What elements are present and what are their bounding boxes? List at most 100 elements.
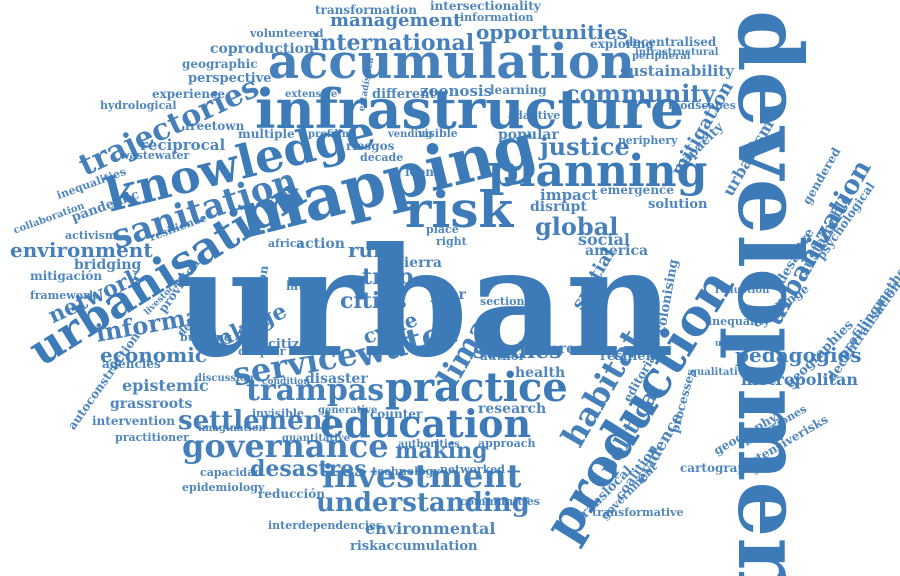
cloud-word: infrastructure [255,77,685,141]
cloud-word: environment [10,238,153,262]
cloud-word: right [436,235,467,248]
cloud-word: planning [488,146,708,197]
cloud-word: africa [268,237,304,250]
cloud-word: capacidad [200,466,263,479]
cloud-word: condition [262,377,310,387]
cloud-word: emergence [600,183,674,197]
cloud-word: profiling [308,129,357,140]
cloud-word: opportunities [476,20,628,44]
cloud-word: cartography [680,461,762,475]
cloud-word: learning [490,83,547,97]
cloud-word: practitioner [115,431,189,444]
cloud-word: quantitative [282,433,351,444]
cloud-word: education [320,401,532,446]
cloud-word: solution [648,197,708,212]
cloud-word: extensive [285,89,338,100]
cloud-word: understanding [316,488,530,518]
cloud-word: settlement [178,406,335,436]
cloud-word: section [480,295,525,308]
cloud-word: perspective [188,71,272,86]
cloud-word: discussion [195,373,254,384]
cloud-word: framework [30,289,97,302]
cloud-word: making [395,438,488,464]
cloud-word: place [426,223,459,236]
cloud-word: america [585,243,649,259]
cloud-word: exploring [590,37,654,51]
cloud-word: foodscapes [668,99,736,112]
cloud-word: intervention [92,414,175,428]
cloud-word: sustainability [620,62,734,80]
cloud-word: chapter [238,345,286,358]
cloud-word: infrastructural [635,47,719,58]
cloud-word: freetown [185,119,245,133]
cloud-word: reciprocal [140,136,226,154]
cloud-word: studies [473,338,562,364]
cloud-word: pedagogies [735,343,862,367]
cloud-word: qualitative [690,367,751,378]
cloud-word: practice [385,364,568,411]
cloud-word: accumulation [268,34,635,90]
cloud-word: trap [362,264,414,290]
cloud-word: coproduction [210,41,315,57]
cloud-word: approach [478,437,536,450]
cloud-word: experience [152,87,225,101]
cloud-word: riskaccumulation [350,539,478,554]
cloud-word: international [312,30,475,56]
cloud-word: epidemiology [182,481,265,494]
cloud-word: rural [348,238,405,262]
cloud-word: poor [430,287,466,303]
cloud-word: governance [182,427,389,465]
cloud-word: agencies [102,357,161,371]
cloud-word: information [460,11,534,24]
cloud-word: disaster [305,371,368,387]
cloud-word: resilient [600,349,661,364]
cloud-word: author [480,349,526,363]
cloud-word: uncertainty [715,339,774,349]
cloud-word: visible [418,127,458,140]
cloud-word: management [330,10,462,31]
cloud-word: mitigación [30,269,103,283]
cloud-word: decentralised [625,35,717,49]
cloud-word: action [296,236,345,252]
cloud-word: decade [360,151,404,164]
cloud-word: impact [540,186,598,204]
cloud-word: investment [322,457,522,495]
cloud-word: invisible [252,407,304,420]
cloud-word: transformation [315,3,417,17]
cloud-word: activism [65,229,117,242]
cloud-word: riesgos [346,139,395,153]
cloud-word: economic [100,343,208,367]
cloud-word: authorities [398,439,460,450]
cloud-word: communities [460,495,540,508]
cloud-word: reducción [258,487,325,501]
cloud-word: vending [388,129,433,140]
cloud-word: bridging [74,257,142,273]
cloud-word: derecho [540,341,604,357]
cloud-word: periphery [618,134,678,147]
cloud-word: justice [540,132,630,161]
cloud-word: research [478,401,547,417]
cloud-word: global [535,212,619,241]
cloud-word: volunteered [250,27,324,40]
cloud-word: adaptive [508,109,561,122]
cloud-word: epistemic [122,376,209,395]
cloud-word: imagination [198,423,266,434]
cloud-word: counter [370,407,423,421]
cloud-word: leone [405,165,442,179]
cloud-word: community [565,79,716,108]
cloud-word: multiple [238,127,295,141]
cloud-word: reduction [715,285,770,296]
cloud-word: cities [340,288,407,314]
cloud-word: intersectionality [430,0,541,13]
cloud-word: different [372,87,436,102]
cloud-word: hydrological [100,99,177,112]
cloud-word: geographic [182,57,258,71]
cloud-word: grassroots [110,396,193,412]
cloud-word: sierra [396,255,442,271]
cloud-word: latina [286,279,325,293]
cloud-word: inequality [708,315,770,328]
cloud-word: environmental [365,519,496,538]
cloud-word: health [515,365,566,381]
cloud-word: building [180,331,232,344]
